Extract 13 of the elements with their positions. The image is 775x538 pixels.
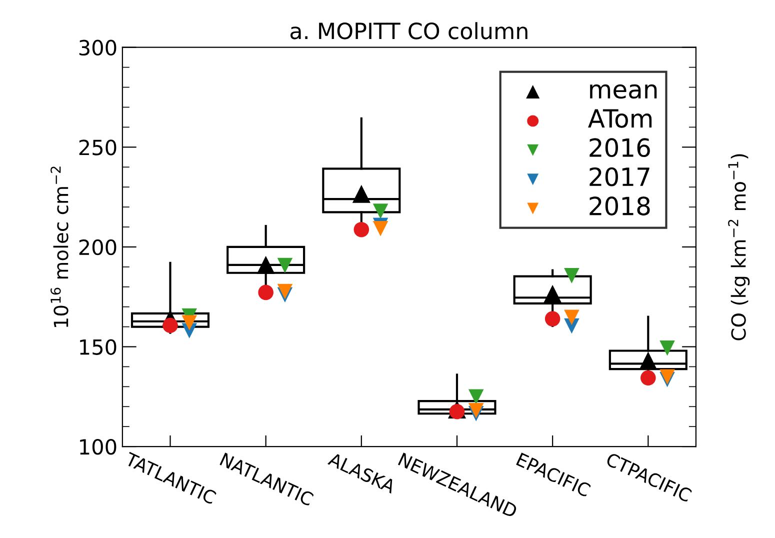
chart-title: a. MOPITT CO column [290, 22, 528, 40]
legend-label: mean [590, 84, 657, 99]
y2-axis-title: CO (kg km$^{−2}$ mo$^{−1}$) [728, 154, 750, 340]
legend-label: 2017 [590, 167, 650, 186]
legend-label: 2016 [590, 138, 650, 158]
legend-label: 2018 [590, 196, 650, 216]
y-tick-label: 150 [80, 339, 116, 355]
y-tick-label: 100 [80, 438, 116, 455]
legend-label: ATom [588, 109, 652, 128]
y-tick-label: 250 [79, 140, 116, 156]
y-axis-title: 10$^{16}$ molec cm$^{−2}$ [50, 166, 68, 328]
y-tick-label: 300 [79, 40, 116, 56]
y-tick-label: 200 [79, 239, 116, 256]
